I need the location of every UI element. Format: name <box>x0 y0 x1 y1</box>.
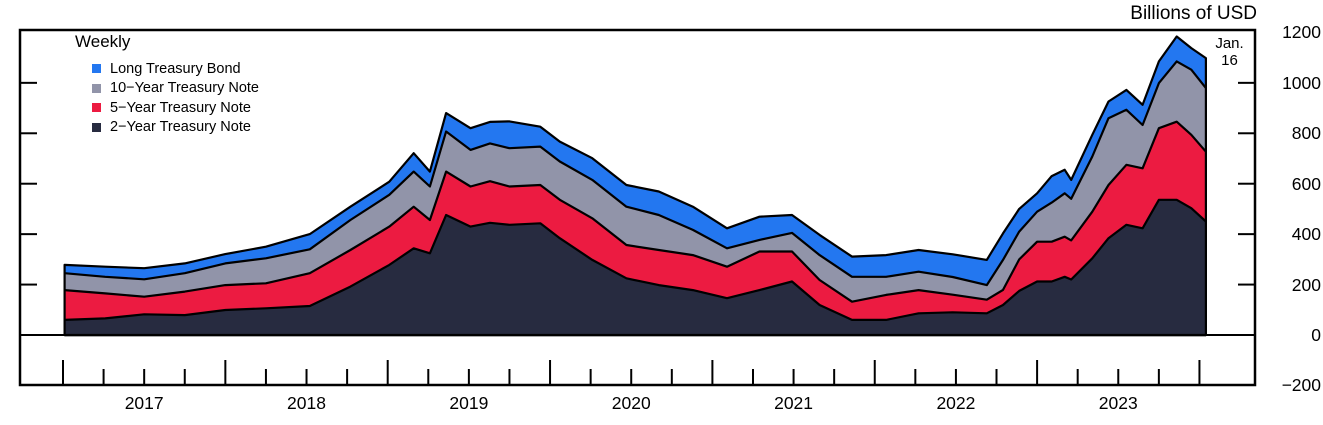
legend-item-label: 5−Year Treasury Note <box>110 99 251 116</box>
last-observation-annotation: Jan. 16 <box>1206 35 1253 69</box>
y-tick-label: 600 <box>1291 173 1321 194</box>
two-year-swatch-icon <box>92 122 101 132</box>
y-tick-label: 1200 <box>1282 22 1321 43</box>
x-tick-label: 2018 <box>287 393 326 413</box>
y-tick-label: 1000 <box>1282 72 1321 93</box>
annotation-line1: Jan. <box>1215 35 1244 52</box>
y-tick-label: 200 <box>1291 274 1321 295</box>
x-tick-label: 2019 <box>449 393 489 413</box>
x-tick-label: 2023 <box>1098 393 1138 413</box>
legend-item-long-bond: Long Treasury Bond <box>75 59 259 79</box>
legend-item-label: Long Treasury Bond <box>110 60 241 77</box>
legend-title: Weekly <box>75 32 131 51</box>
chart-title: Billions of USD <box>1130 3 1257 24</box>
long-bond-swatch-icon <box>92 64 101 74</box>
y-tick-label: 800 <box>1291 123 1321 144</box>
y-tick-label: −200 <box>1281 375 1321 396</box>
legend: Weekly Long Treasury Bond 10−Year Treasu… <box>75 32 259 137</box>
annotation-line2: 16 <box>1221 52 1238 69</box>
legend-item-5-year: 5−Year Treasury Note <box>75 98 259 118</box>
legend-item-10-year: 10−Year Treasury Note <box>75 79 259 99</box>
legend-item-2-year: 2−Year Treasury Note <box>75 118 259 138</box>
y-tick-label: 400 <box>1291 224 1321 245</box>
x-tick-label: 2022 <box>936 393 976 413</box>
x-tick-label: 2020 <box>611 393 651 413</box>
x-tick-label: 2021 <box>774 393 814 413</box>
y-tick-label: 0 <box>1311 325 1321 345</box>
five-year-swatch-icon <box>92 103 101 113</box>
legend-item-label: 10−Year Treasury Note <box>110 80 259 97</box>
x-tick-label: 2017 <box>124 393 164 413</box>
legend-item-label: 2−Year Treasury Note <box>110 119 251 136</box>
ten-year-swatch-icon <box>92 83 101 93</box>
